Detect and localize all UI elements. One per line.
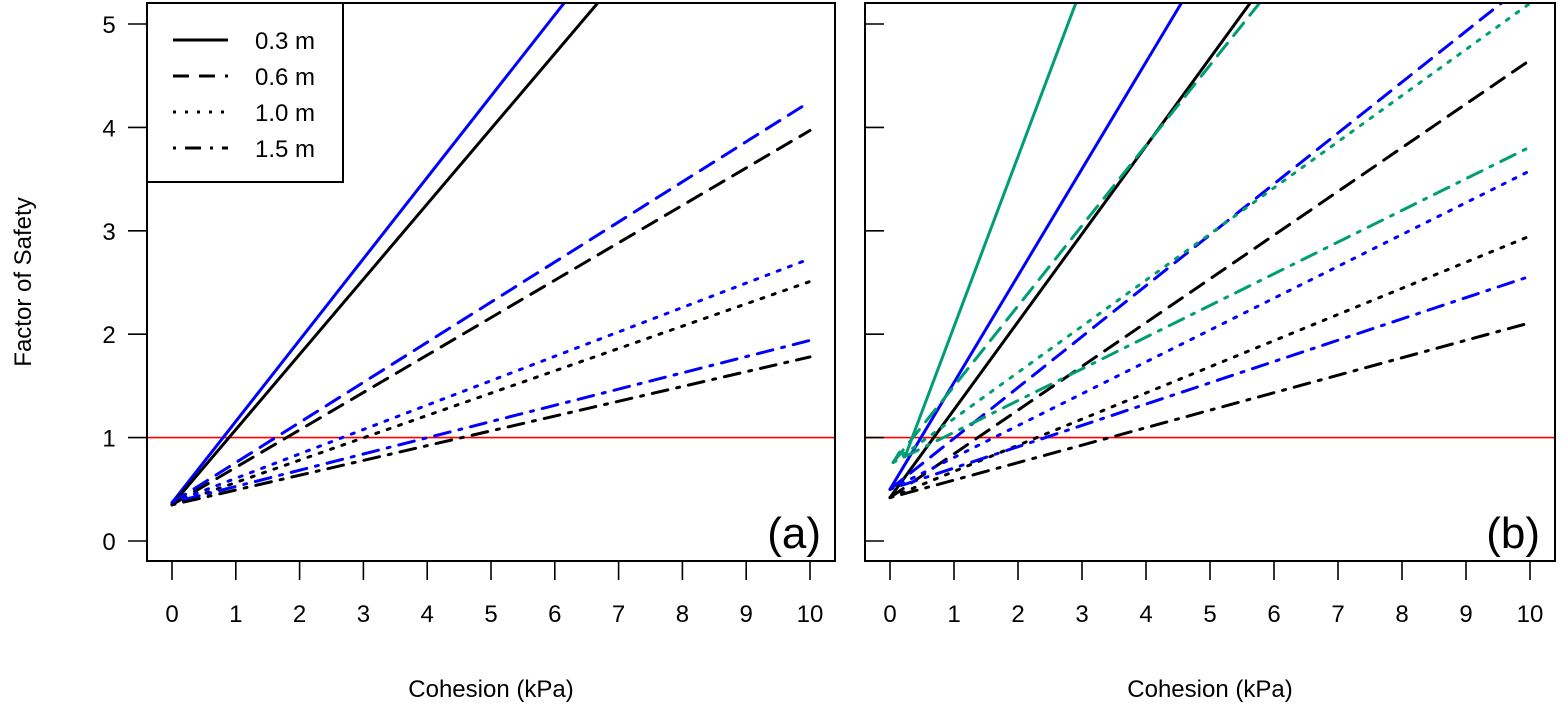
x-axis-title-b: Cohesion (kPa) [1127,676,1292,703]
y-tick-label: 2 [102,322,115,349]
x-tick-label: 10 [797,601,824,628]
x-tick-label: 6 [1267,601,1280,628]
series-line-blue-1-0-m [888,169,1532,491]
x-tick-label: 5 [1203,601,1216,628]
series-line-black-1-0-m [888,234,1532,500]
series-line-black-0-6-m [888,58,1532,500]
x-tick-label: 1 [947,601,960,628]
x-tick-label: 9 [1459,601,1472,628]
y-tick-label: 1 [102,426,115,453]
x-tick-label: 4 [1139,601,1152,628]
legend-label: 0.3 m [255,28,315,55]
y-tick-label: 0 [102,529,115,556]
series-line-blue-0-3-m [888,3,1184,491]
y-tick-label: 5 [102,12,115,39]
x-tick-label: 7 [1331,601,1344,628]
series-line-green-1-5-m [891,145,1532,464]
x-tick-label: 3 [1075,601,1088,628]
x-tick-label: 10 [1517,601,1544,628]
legend-box [146,2,344,183]
series-line-blue-1-5-m [888,274,1532,491]
x-tick-label: 8 [676,601,689,628]
series-line-blue-0-6-m [170,100,812,505]
y-tick-label: 4 [102,115,115,142]
panel-label-a: (a) [767,509,821,558]
panel-a: 0 1 2 3 4 5 6 7 8 9 10 0 1 2 3 4 5 0.3 m 0.6 m 1.0 m 1.5 m [102,2,836,628]
y-tick-label: 3 [102,219,115,246]
series-line-black-1-5-m [170,355,812,507]
series-line-blue-0-3-m [170,3,567,505]
series-line-black-0-3-m [170,3,600,507]
x-tick-label: 2 [293,601,306,628]
legend-label: 0.6 m [255,64,315,91]
x-tick-label: 7 [612,601,625,628]
x-tick-label: 0 [165,601,178,628]
x-tick-label: 5 [484,601,497,628]
x-tick-label: 9 [740,601,753,628]
series-line-green-1-0-m [891,3,1532,464]
series-line-black-0-3-m [888,3,1253,500]
series-line-green-0-3-m [891,3,1078,464]
x-tick-label: 1 [229,601,242,628]
panel-label-b: (b) [1486,509,1540,558]
series-line-black-1-5-m [888,321,1532,500]
x-tick-label: 0 [883,601,896,628]
series-group [170,3,812,507]
x-tick-label: 3 [357,601,370,628]
series-line-black-1-0-m [170,280,812,507]
panel-b: 0 1 2 3 4 5 6 7 8 9 10 [864,2,1556,628]
legend-label: 1.5 m [255,136,315,163]
series-group [888,3,1532,500]
x-tick-label: 6 [548,601,561,628]
series-line-blue-1-5-m [170,338,812,505]
plot-frame [864,2,1556,562]
x-tick-label: 4 [421,601,434,628]
x-axis-title-a: Cohesion (kPa) [408,676,573,703]
legend-label: 1.0 m [255,100,315,127]
x-tick-label: 2 [1011,601,1024,628]
y-axis-title: Factor of Safety [10,197,37,366]
legend: 0.3 m 0.6 m 1.0 m 1.5 m [146,2,344,183]
series-line-green-0-6-m [891,3,1262,464]
x-tick-label: 8 [1395,601,1408,628]
series-line-black-0-6-m [170,129,812,507]
